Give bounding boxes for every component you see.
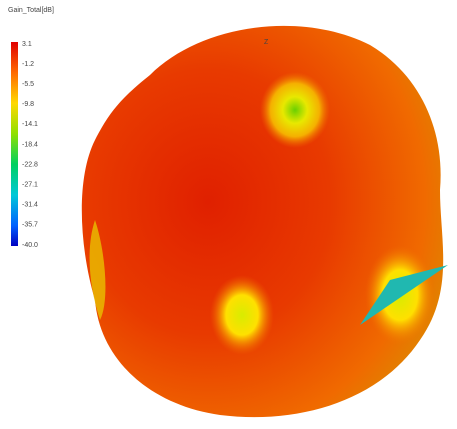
legend-tick-label: -14.1 [22, 121, 38, 128]
axis-label: Z [264, 39, 269, 46]
null-region [210, 275, 274, 355]
legend-tick-label: -18.4 [22, 141, 38, 148]
legend-tick-label: -40.0 [22, 242, 38, 249]
legend-tick-label: -31.4 [22, 202, 38, 209]
legend-tick-label: -1.2 [22, 61, 34, 68]
legend-tick-label: -35.7 [22, 222, 38, 229]
legend-tick-label: -5.5 [22, 81, 34, 88]
legend-tick-label: -27.1 [22, 182, 38, 189]
legend-tick-label: -9.8 [22, 101, 34, 108]
legend-ticks: 3.1 -1.2 -5.5 -9.8 -14.1 -18.4 -22.8 -27.1 -31.4… [22, 41, 38, 249]
screenshot: Gain_Total[dB] 3.1 -1.2 -5.5 -9.8 -14.1 -18.4… [0, 0, 457, 429]
pattern-view: Gain_Total[dB] 3.1 -1.2 -5.5 -9.8 -14.1 -18.4… [0, 0, 457, 429]
legend-title: Gain_Total[dB] [8, 7, 54, 14]
legend-tick-label: 3.1 [22, 41, 32, 48]
color-bar [11, 42, 18, 246]
legend-tick-label: -22.8 [22, 161, 38, 168]
radiation-pattern [82, 26, 443, 417]
null-region [260, 72, 330, 148]
